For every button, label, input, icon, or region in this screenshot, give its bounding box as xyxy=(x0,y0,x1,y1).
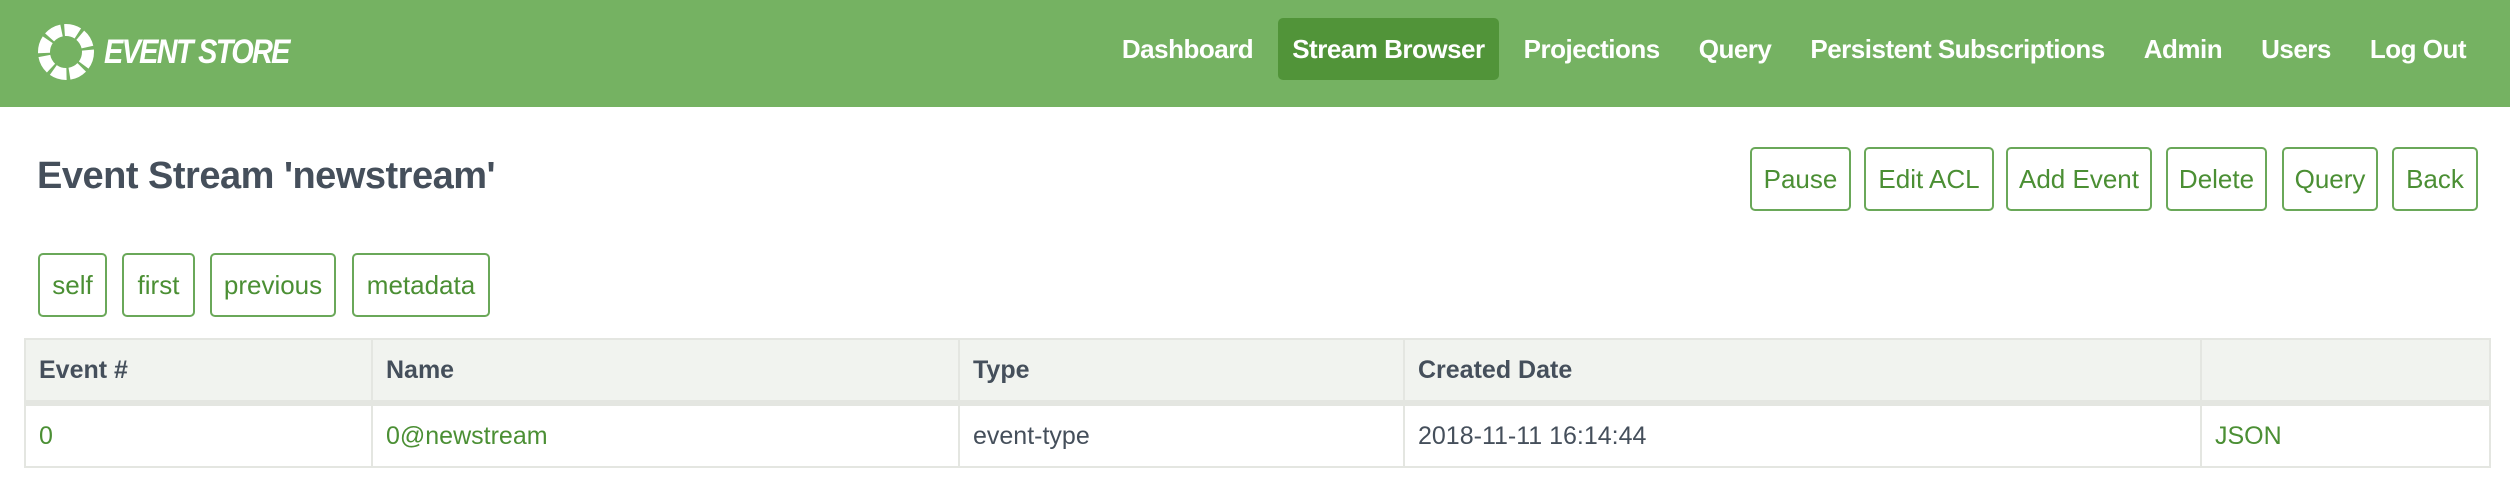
main-nav: Dashboard Stream Browser Projections Que… xyxy=(1097,18,2480,80)
event-type: event-type xyxy=(958,402,1405,468)
pause-button[interactable]: Pause xyxy=(1750,147,1851,211)
first-link-button[interactable]: first xyxy=(122,253,195,317)
nav-log-out[interactable]: Log Out xyxy=(2369,34,2467,64)
self-link-button[interactable]: self xyxy=(38,253,107,317)
events-table: Event # Name Type Created Date 0 0@newst… xyxy=(24,338,2491,468)
nav-admin[interactable]: Admin xyxy=(2143,34,2223,64)
event-number-link[interactable]: 0 xyxy=(24,402,373,468)
query-button[interactable]: Query xyxy=(2282,147,2378,211)
header-created-date: Created Date xyxy=(1403,338,2202,406)
top-navbar: EVENT STORE Dashboard Stream Browser Pro… xyxy=(0,0,2510,107)
event-created-date: 2018-11-11 16:14:44 xyxy=(1403,402,2202,468)
header-name: Name xyxy=(371,338,960,406)
back-button[interactable]: Back xyxy=(2392,147,2478,211)
header-actions xyxy=(2200,338,2491,406)
nav-dashboard[interactable]: Dashboard xyxy=(1121,34,1254,64)
event-store-logo-icon xyxy=(38,24,94,80)
delete-button[interactable]: Delete xyxy=(2166,147,2267,211)
event-store-logo[interactable]: EVENT STORE xyxy=(36,20,321,84)
event-name-link[interactable]: 0@newstream xyxy=(371,402,960,468)
header-type: Type xyxy=(958,338,1405,406)
metadata-link-button[interactable]: metadata xyxy=(352,253,490,317)
table-row: 0 0@newstream event-type 2018-11-11 16:1… xyxy=(24,402,2491,468)
nav-persistent-subscriptions[interactable]: Persistent Subscriptions xyxy=(1810,34,2105,64)
nav-users[interactable]: Users xyxy=(2261,34,2331,64)
previous-link-button[interactable]: previous xyxy=(210,253,336,317)
logo-text: EVENT STORE xyxy=(104,32,290,71)
table-header-row: Event # Name Type Created Date xyxy=(24,338,2491,406)
nav-query[interactable]: Query xyxy=(1698,34,1772,64)
edit-acl-button[interactable]: Edit ACL xyxy=(1864,147,1994,211)
add-event-button[interactable]: Add Event xyxy=(2006,147,2152,211)
page-title: Event Stream 'newstream' xyxy=(37,155,496,197)
nav-projections[interactable]: Projections xyxy=(1523,34,1661,64)
nav-stream-browser[interactable]: Stream Browser xyxy=(1278,18,1499,80)
header-event-number: Event # xyxy=(24,338,373,406)
json-link[interactable]: JSON xyxy=(2200,402,2491,468)
